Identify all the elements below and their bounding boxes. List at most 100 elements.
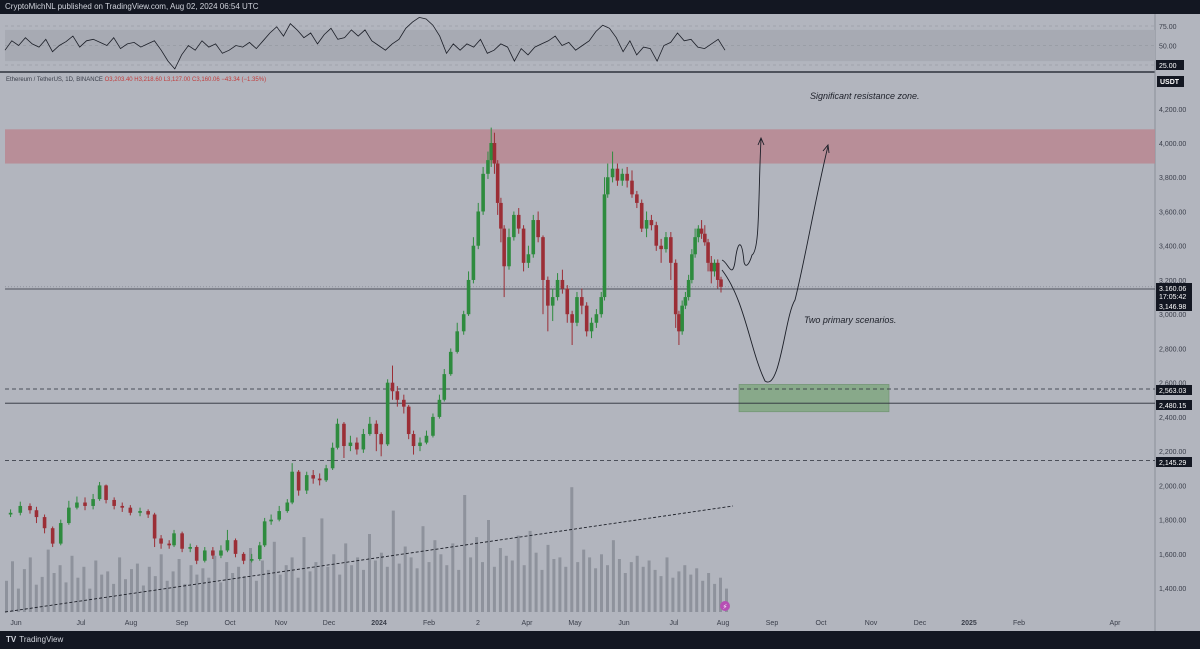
candle-body — [471, 245, 476, 280]
candle-body — [91, 499, 95, 506]
candle-body — [58, 523, 63, 544]
volume-bar — [457, 569, 461, 612]
volume-bar — [82, 566, 86, 612]
volume-bar — [106, 571, 110, 612]
candle-body — [659, 245, 663, 250]
legend-ohlc: O3,203.40 H3,218.60 L3,127.00 C3,160.06 … — [104, 77, 267, 83]
rsi-tick-badge — [1156, 60, 1184, 70]
candle-body — [516, 214, 521, 229]
bullish-scenario-path[interactable] — [721, 138, 762, 271]
price-chart[interactable]: 75.00 50.00 25.00 USDT 4,200.00 4,000.00 3,80… — [0, 14, 1200, 631]
candle-body — [385, 382, 390, 445]
time-tick-label: Oct — [816, 620, 827, 627]
volume-bar — [552, 559, 556, 612]
time-tick-label: Apr — [1110, 620, 1122, 627]
volume-bar — [677, 571, 681, 612]
candle-body — [50, 528, 55, 544]
volume-bar — [588, 557, 592, 612]
price-tick-label: 2,200.00 — [1159, 449, 1186, 456]
candle-body — [395, 391, 400, 400]
volume-layer — [5, 487, 728, 612]
candle-body — [686, 279, 691, 298]
trendline[interactable] — [4, 505, 734, 613]
time-tick-label: Apr — [522, 620, 534, 627]
candle-body — [18, 505, 23, 513]
volume-bar — [368, 534, 371, 612]
axis-unit-label: USDT — [1160, 79, 1180, 86]
candle-body — [546, 279, 550, 306]
candle-body — [492, 143, 497, 164]
candle-body — [507, 237, 511, 267]
volume-bar — [308, 571, 312, 612]
time-axis[interactable]: Jun Jul Aug Sep Oct Nov Dec 2024 Feb 2 Apr May Jun Ju… — [10, 620, 1121, 627]
candle-body — [448, 351, 453, 375]
candle-body — [536, 220, 540, 238]
volume-bar — [118, 557, 122, 612]
tradingview-brand[interactable]: TV TradingView — [6, 633, 63, 647]
price-tick-label: 1,400.00 — [1159, 586, 1186, 593]
candle-body — [67, 507, 71, 524]
volume-bar — [272, 541, 276, 612]
candle-body — [589, 322, 594, 332]
candle-body — [202, 550, 207, 561]
time-tick-label: Sep — [176, 620, 189, 627]
time-tick-label: Dec — [323, 620, 336, 627]
volume-bar — [475, 537, 479, 612]
volume-bar — [70, 555, 74, 612]
candle-body — [83, 502, 87, 506]
candle-body — [602, 194, 607, 298]
candle-body — [361, 434, 366, 450]
price-axis[interactable]: USDT 4,200.00 4,000.00 3,800.00 3,600.00 3,40… — [1157, 76, 1186, 593]
volume-bar — [570, 487, 574, 612]
volume-bar — [600, 554, 603, 612]
candle-body — [211, 550, 215, 556]
candle-body — [374, 423, 379, 435]
volume-bar — [296, 577, 300, 612]
candle-body — [699, 228, 704, 234]
time-tick-label: Jul — [670, 620, 679, 627]
candle-body — [673, 262, 678, 315]
candle-body — [639, 202, 644, 229]
candles-layer — [8, 127, 723, 565]
candle-body — [455, 331, 460, 352]
candle-body — [233, 540, 238, 554]
volume-bar — [701, 580, 705, 612]
volume-bar — [492, 566, 496, 612]
volume-bar — [284, 565, 288, 612]
candle-body — [476, 211, 481, 246]
candle-body — [249, 559, 254, 561]
volume-bar — [64, 582, 68, 612]
volume-bar — [421, 526, 425, 612]
volume-bar — [266, 569, 270, 612]
bearish-scenario-path[interactable] — [721, 145, 829, 383]
rsi-pane: 75.00 50.00 25.00 — [4, 16, 1184, 70]
lightning-glyph: ⚡ — [723, 603, 728, 611]
time-tick-label: 2025 — [961, 620, 977, 627]
candle-body — [324, 468, 328, 481]
candle-body — [584, 305, 589, 332]
candle-body — [690, 254, 694, 280]
time-tick-label: Aug — [125, 620, 138, 627]
candle-body — [104, 485, 108, 500]
candle-body — [696, 228, 701, 238]
candle-body — [502, 228, 506, 267]
volume-bar — [16, 588, 20, 612]
volume-bar — [427, 562, 431, 612]
volume-bar — [94, 560, 98, 612]
volume-bar — [683, 565, 687, 612]
volume-bar — [629, 562, 633, 612]
volume-bar — [195, 574, 199, 612]
candle-body — [42, 517, 47, 529]
candle-body — [461, 314, 466, 332]
candle-body — [120, 505, 125, 508]
footer-bar — [0, 631, 1200, 649]
volume-bar — [362, 569, 365, 612]
candle-body — [28, 505, 32, 511]
rsi-band — [5, 29, 1155, 62]
volume-bar — [135, 563, 139, 612]
time-tick-label: Feb — [423, 620, 435, 627]
candle-body — [348, 442, 353, 447]
candle-body — [355, 442, 359, 450]
candle-body — [262, 521, 267, 546]
lightning-icon[interactable] — [720, 601, 730, 611]
